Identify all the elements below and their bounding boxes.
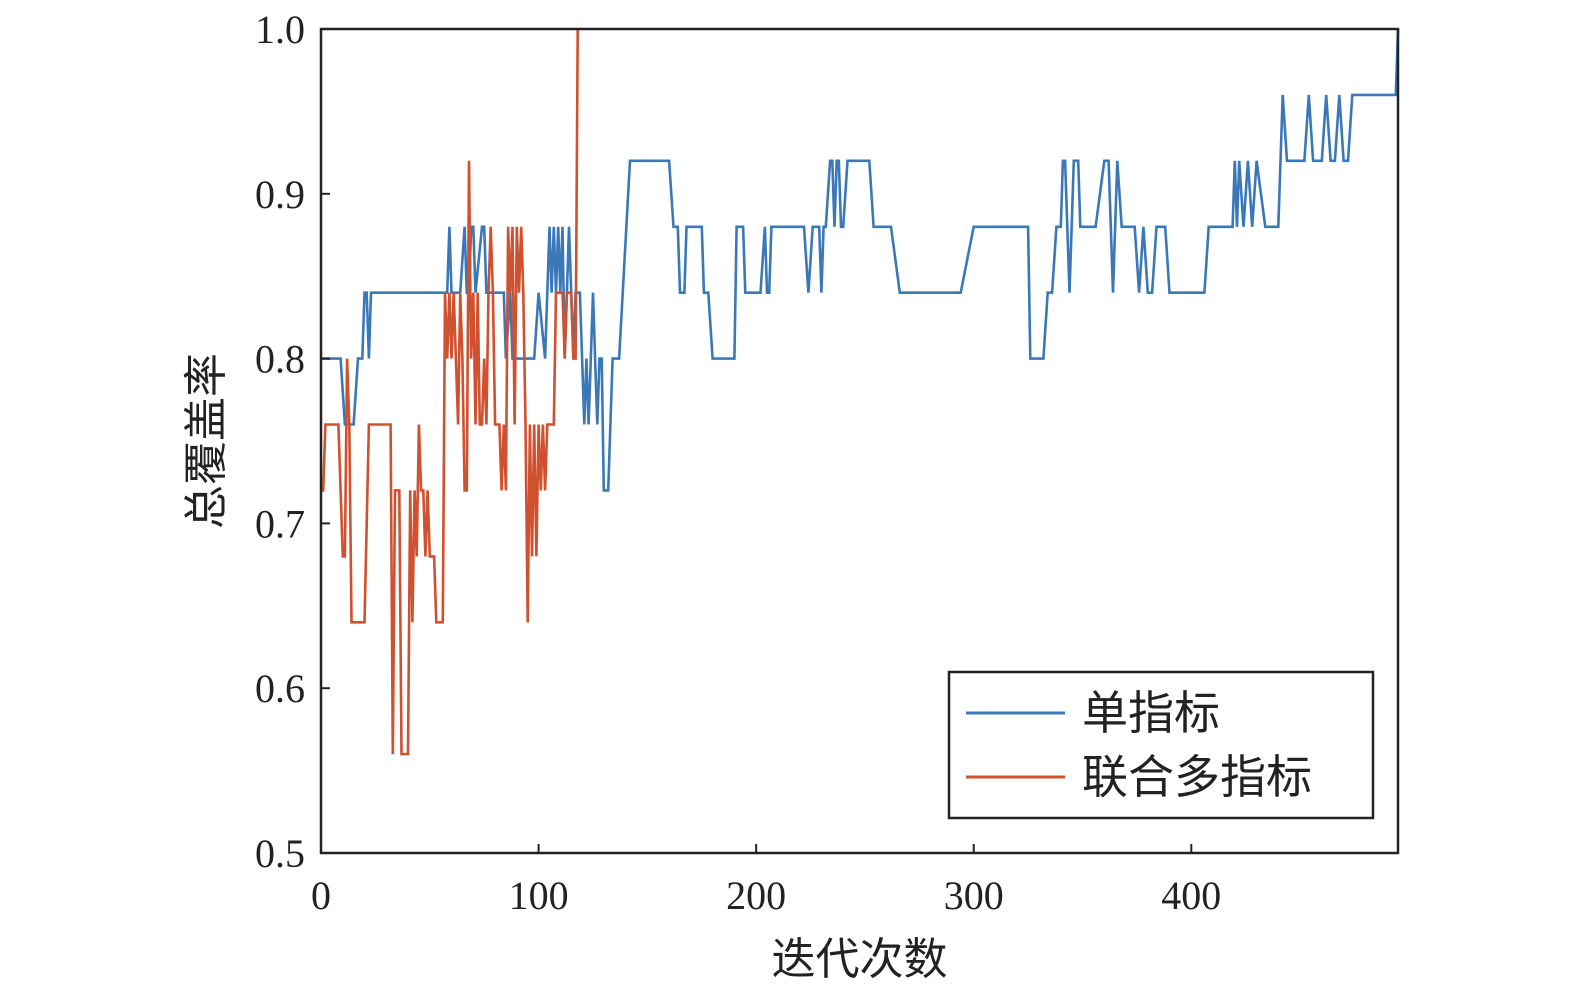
x-axis-title: 迭代次数 (772, 934, 948, 985)
legend-label-joint: 联合多指标 (1082, 750, 1312, 804)
x-tick-label: 0 (311, 873, 331, 918)
y-tick-label: 0.5 (255, 831, 305, 876)
series-line-1 (321, 28, 579, 756)
series-lines (321, 28, 1400, 756)
plot-frame (319, 27, 1400, 855)
y-tick-label: 0.6 (255, 666, 305, 711)
series-line-0 (321, 28, 1400, 492)
legend-label-single: 单指标 (1082, 686, 1220, 740)
x-tick-label: 100 (509, 873, 569, 918)
y-tick-label: 0.7 (255, 501, 305, 546)
x-tick-label: 400 (1161, 873, 1221, 918)
x-tick-label: 300 (944, 873, 1004, 918)
y-tick-label: 1.0 (255, 7, 305, 52)
legend-box (947, 670, 1375, 820)
legend: 单指标 联合多指标 (947, 670, 1375, 820)
x-tick-label: 200 (726, 873, 786, 918)
y-axis-title: 总覆盖率 (181, 353, 232, 529)
y-tick-label: 0.8 (255, 337, 305, 382)
y-tick-label: 0.9 (255, 172, 305, 217)
ticks: 0 100 200 300 400 0.5 0.6 0.7 0.8 0.9 1.0 (255, 7, 1221, 918)
